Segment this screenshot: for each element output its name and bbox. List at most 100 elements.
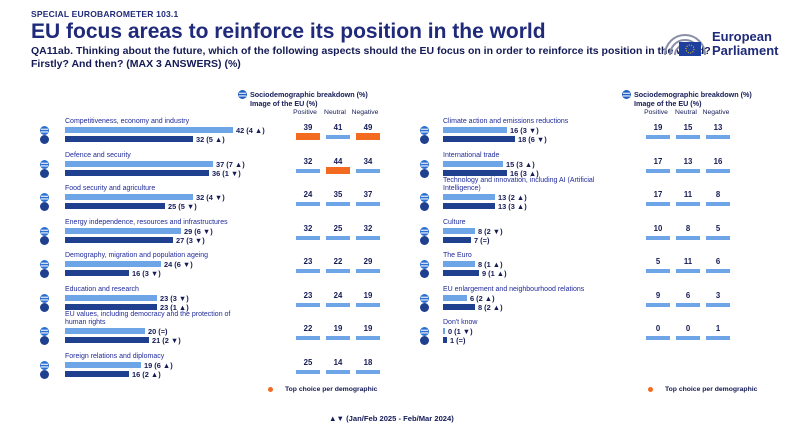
breakdown-underline <box>296 269 320 273</box>
greece-flag-icon <box>420 159 429 169</box>
breakdown-value: 24 <box>333 290 343 300</box>
breakdown-value: 19 <box>363 290 373 300</box>
bar-current-chart0-row-4 <box>65 261 161 267</box>
right-column-headers: Positive Neutral Negative <box>641 109 731 116</box>
bar-category-label: Defence and security <box>65 151 131 159</box>
breakdown-value: 5 <box>655 257 661 266</box>
right-panel-header: Sociodemographic breakdown (%) Image of … <box>622 90 752 108</box>
eu-flag-icon <box>420 202 429 211</box>
bar-current-chart0-row-0 <box>65 127 233 133</box>
breakdown-value: 15 <box>683 123 693 132</box>
breakdown-underline <box>296 336 320 340</box>
breakdown-value: 25 <box>303 357 313 367</box>
breakdown-underline <box>356 202 380 206</box>
bar-current-value: 8 (1 ▲) <box>478 260 503 269</box>
greece-flag-icon <box>420 293 429 303</box>
breakdown-underline <box>356 269 380 273</box>
bar-previous-value: 27 (3 ▼) <box>176 235 205 245</box>
breakdown-value: 14 <box>333 357 343 367</box>
eu-flag-icon <box>420 302 429 312</box>
bar-category-label: Culture <box>443 218 466 226</box>
bar-current-value: 19 (6 ▲) <box>144 360 173 370</box>
breakdown-value: 49 <box>363 123 373 132</box>
breakdown-underline <box>356 336 380 340</box>
bar-previous-chart0-row-7 <box>65 370 129 377</box>
breakdown-value: 23 <box>303 290 313 300</box>
eu-flag-icon <box>420 269 429 278</box>
greece-flag-icon <box>420 126 429 135</box>
greece-flag-icon <box>40 260 49 269</box>
bar-current-value: 24 (6 ▼) <box>164 260 193 269</box>
breakdown-value: 6 <box>685 290 691 300</box>
bar-current-value: 32 (4 ▼) <box>196 193 225 202</box>
logo-line-2: Parliament <box>712 43 779 58</box>
bar-previous-value: 32 (5 ▲) <box>196 135 225 144</box>
bar-previous-chart1-row-4 <box>443 270 479 276</box>
breakdown-value: 39 <box>303 123 313 132</box>
col-head-neutral: Neutral <box>675 109 697 116</box>
breakdown-value: 29 <box>363 257 373 266</box>
bar-previous-value: 25 (5 ▼) <box>168 202 197 211</box>
breakdown-underline <box>326 235 350 240</box>
breakdown-value: 17 <box>653 156 663 166</box>
greece-flag-icon <box>420 226 429 236</box>
col-head-neutral: Neutral <box>324 109 346 116</box>
breakdown-value: 8 <box>715 190 721 199</box>
breakdown-underline <box>676 168 700 173</box>
bar-category-label: The Euro <box>443 252 472 259</box>
bar-previous-chart1-row-2 <box>443 203 495 209</box>
bar-previous-value: 18 (6 ▼) <box>518 135 547 144</box>
bar-previous-value: 23 (1 ▲) <box>160 302 189 312</box>
eu-flag-icon <box>40 336 49 345</box>
breakdown-underline <box>706 168 730 173</box>
bar-category-label: Foreign relations and diplomacy <box>65 352 165 360</box>
breakdown-underline <box>296 235 320 240</box>
breakdown-value: 17 <box>653 190 663 199</box>
eu-flag-icon <box>40 302 49 312</box>
breakdown-value: 35 <box>333 190 343 199</box>
eu-flag-icon <box>420 135 429 144</box>
breakdown-value: 32 <box>363 223 373 233</box>
bar-current-chart1-row-3 <box>443 227 475 234</box>
breakdown-value: 23 <box>303 257 313 266</box>
greece-flag-icon <box>40 193 49 202</box>
eu-flag-icon <box>40 369 49 379</box>
image-label: Image of the EU (%) <box>250 99 318 108</box>
breakdown-value: 32 <box>303 156 313 166</box>
breakdown-value: 0 <box>655 324 661 333</box>
legend-text: Top choice per demographic <box>285 386 378 393</box>
breakdown-value: 41 <box>333 123 343 132</box>
breakdown-underline <box>326 336 350 340</box>
bar-current-value: 13 (2 ▲) <box>498 193 527 202</box>
bar-current-chart1-row-5 <box>443 294 467 301</box>
parliament-emblem-icon <box>664 34 706 56</box>
breakdown-value: 32 <box>303 223 313 233</box>
breakdown-value: 8 <box>685 223 691 233</box>
breakdown-underline <box>676 235 700 240</box>
bar-previous-chart1-row-5 <box>443 303 475 310</box>
col-head-negative: Negative <box>351 109 379 116</box>
bar-previous-chart0-row-5 <box>65 303 157 310</box>
breakdown-underline <box>356 369 380 374</box>
breakdown-underline <box>646 302 670 307</box>
breakdown-underline <box>296 369 320 374</box>
bar-current-chart0-row-7 <box>65 361 141 368</box>
logo-line-1: European <box>712 29 772 44</box>
breakdown-value: 1 <box>715 324 721 333</box>
bar-previous-value: 16 (3 ▲) <box>510 168 539 178</box>
bar-previous-chart1-row-3 <box>443 236 471 243</box>
bar-current-value: 15 (3 ▲) <box>506 159 535 169</box>
logo-text: European Parliament <box>712 30 778 58</box>
breakdown-underline <box>706 135 730 139</box>
breakdown-label: Sociodemographic breakdown (%) <box>250 90 368 99</box>
breakdown-value: 6 <box>715 257 721 266</box>
eu-flag-icon <box>420 168 429 178</box>
greece-flag-icon <box>40 327 49 336</box>
eu-flag-icon <box>40 168 49 178</box>
greece-flag-icon <box>40 226 49 236</box>
greece-flag-icon <box>40 159 49 169</box>
bar-current-value: 0 (1 ▼) <box>448 327 473 336</box>
legend-right: Top choice per demographic <box>648 386 757 393</box>
breakdown-value: 19 <box>333 324 343 333</box>
bar-current-chart0-row-6 <box>65 328 145 334</box>
